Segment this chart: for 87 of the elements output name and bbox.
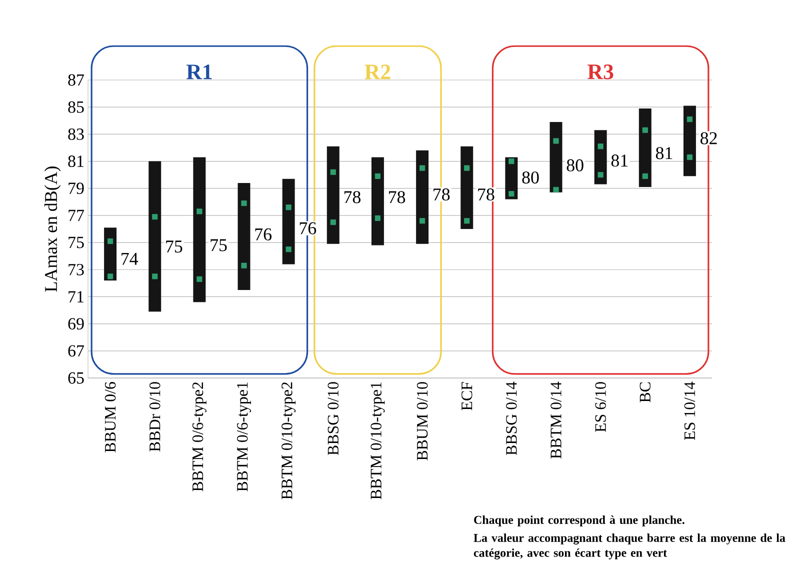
bar: [683, 106, 696, 176]
y-tick-label: 71: [68, 291, 84, 302]
x-tick-label: BC: [640, 382, 651, 402]
x-tick-label: BBTM 0/14: [550, 382, 562, 459]
x-tick-label: BBUM 0/6: [104, 382, 116, 452]
x-tick-label: BBSG 0/10: [328, 382, 339, 456]
x-tick-label: ES 6/10: [595, 382, 606, 432]
point: [598, 172, 604, 178]
point: [196, 208, 202, 214]
x-tick-label: ES 10/14: [684, 382, 696, 440]
text: La valeur accompagnant chaque barre est la moyenne de la catégorie, avec son écart type en vert: [474, 534, 786, 560]
point: [374, 173, 381, 179]
x-tick-label: BBSG 0/14: [506, 382, 517, 456]
point: [241, 262, 247, 268]
point: [553, 186, 559, 193]
y-tick-label: 77: [68, 210, 84, 221]
annotation: 74: [122, 252, 138, 265]
point: [419, 218, 426, 224]
point: [686, 116, 693, 122]
point: [152, 214, 158, 220]
bar: [594, 130, 607, 184]
point: [107, 238, 114, 244]
annotation: 75: [210, 239, 227, 252]
point: [107, 274, 114, 280]
bar: [638, 108, 652, 188]
point: [374, 215, 381, 221]
annotation: 80: [566, 159, 584, 172]
text: R2: [364, 64, 390, 80]
bar: [193, 157, 206, 302]
y-tick-label: 69: [68, 318, 84, 330]
x-tick-label: BBTM 0/10-type1: [370, 382, 385, 500]
bar: [104, 228, 117, 280]
point: [598, 144, 604, 150]
point: [464, 165, 470, 171]
y-tick-label: 81: [68, 156, 84, 167]
point: [508, 158, 514, 164]
annotation: 81: [611, 154, 628, 167]
y-tick-label: 87: [68, 74, 84, 86]
y-tick-label: 65: [68, 372, 84, 384]
point: [642, 127, 648, 133]
annotation: 80: [522, 171, 539, 184]
x-tick-label: BBTM 0/10-type2: [282, 382, 296, 500]
point: [152, 274, 158, 280]
y-tick-label: 85: [68, 101, 84, 113]
annotation: 76: [255, 228, 272, 240]
y-tick-label: 67: [68, 345, 84, 357]
y-axis-title: LAmax en dB(A): [44, 166, 61, 292]
text: Chaque point correspond à une planche.: [474, 516, 684, 526]
x-tick-label: BBTM 0/6-type2: [192, 382, 206, 492]
bar: [416, 150, 429, 244]
bar: [238, 182, 250, 290]
bar: [550, 122, 562, 192]
y-tick-label: 79: [68, 182, 84, 194]
x-tick-label: ECF: [462, 382, 472, 410]
annotation: 81: [656, 147, 672, 160]
annotation: 78: [344, 191, 361, 204]
x-tick-label: BBDr 0/10: [149, 382, 160, 452]
point: [508, 190, 514, 197]
annotation: 75: [166, 240, 182, 253]
bar: [148, 161, 162, 312]
text: R3: [588, 64, 614, 80]
bar: [282, 178, 295, 264]
bar: [371, 157, 384, 246]
y-tick-label: 73: [68, 264, 84, 276]
point: [419, 165, 426, 171]
annotation: 76: [300, 222, 316, 234]
point: [330, 219, 336, 226]
y-tick-label: 75: [68, 236, 84, 248]
x-tick-label: BBTM 0/6-type1: [236, 382, 252, 492]
point: [464, 218, 470, 224]
bar: [460, 146, 474, 229]
point: [286, 246, 292, 252]
annotation: 78: [478, 188, 494, 201]
point: [286, 204, 292, 210]
annotation: 78: [389, 191, 406, 204]
point: [642, 173, 648, 179]
bar: [326, 146, 340, 244]
point: [196, 276, 202, 282]
point: [330, 169, 336, 175]
point: [553, 138, 559, 144]
annotation: 78: [434, 188, 450, 201]
point: [686, 154, 693, 160]
x-tick-label: BBUM 0/10: [416, 382, 428, 460]
y-tick-label: 83: [68, 128, 84, 140]
text: R1: [186, 64, 212, 80]
point: [241, 200, 247, 206]
annotation: 82: [700, 132, 717, 144]
